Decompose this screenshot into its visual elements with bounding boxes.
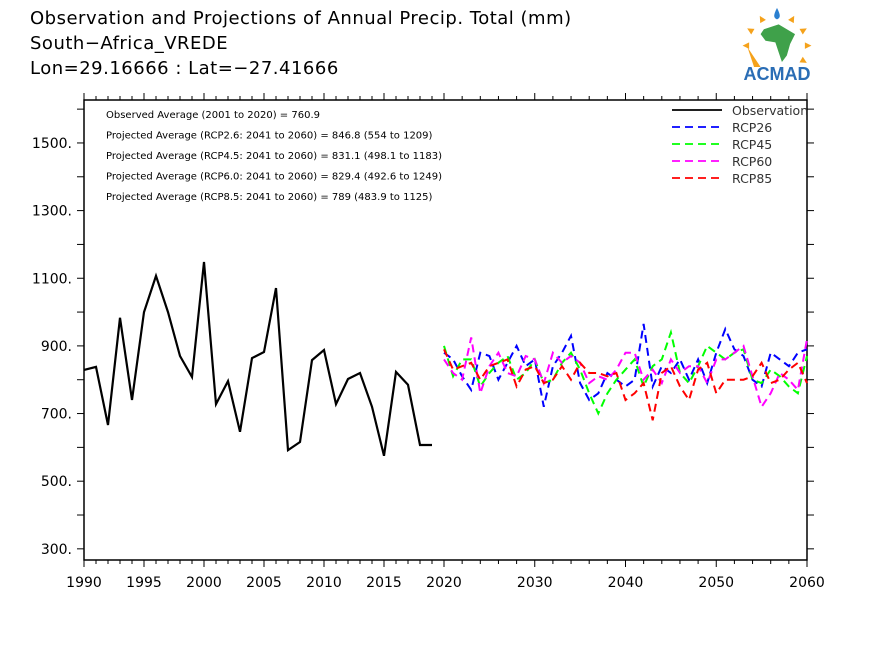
y-tick-label: 1300. (32, 204, 72, 220)
acmad-logo: ACMAD (742, 7, 812, 84)
y-tick-label: 1500. (32, 136, 72, 152)
logo-text: ACMAD (743, 64, 810, 84)
plot-frame (83, 99, 808, 561)
x-tick-label: 2015 (366, 575, 402, 591)
x-tick-label: 2010 (306, 575, 342, 591)
y-tick-label: 300. (41, 542, 72, 558)
annotation-text: Projected Average (RCP4.5: 2041 to 2060)… (106, 151, 442, 162)
x-tick-label: 2060 (789, 575, 825, 591)
x-tick-label: 2030 (517, 575, 553, 591)
annotation-text: Projected Average (RCP2.6: 2041 to 2060)… (106, 131, 433, 142)
x-tick-label: 2050 (698, 575, 734, 591)
legend-label-rcp26: RCP26 (732, 120, 772, 135)
y-tick-label: 900. (41, 339, 72, 355)
y-tick-label: 700. (41, 407, 72, 423)
legend-label-rcp60: RCP60 (732, 154, 772, 169)
series-line-rcp85 (443, 348, 808, 421)
series-line-rcp60 (443, 337, 808, 410)
x-tick-label: 1995 (126, 575, 162, 591)
chart-title-line-3: Lon=29.16666 : Lat=−27.41666 (30, 58, 339, 79)
chart-title-line-1: Observation and Projections of Annual Pr… (30, 8, 572, 29)
series-line-rcp26 (443, 323, 808, 408)
chart-title-line-2: South−Africa_VREDE (30, 33, 229, 54)
series-line-observation (83, 261, 432, 457)
y-tick-label: 500. (41, 474, 72, 490)
x-tick-label: 2005 (246, 575, 282, 591)
x-tick-label: 2040 (608, 575, 644, 591)
legend-label-rcp85: RCP85 (732, 171, 772, 186)
annotation-text: Projected Average (RCP6.0: 2041 to 2060)… (106, 172, 442, 183)
x-tick-label: 1990 (66, 575, 102, 591)
x-tick-label: 2000 (186, 575, 222, 591)
x-tick-label: 2020 (426, 575, 462, 591)
annotation-text: Observed Average (2001 to 2020) = 760.9 (106, 110, 320, 121)
annotation-text: Projected Average (RCP8.5: 2041 to 2060)… (106, 192, 433, 203)
legend-label-observation: Observation (732, 103, 808, 118)
y-tick-label: 1100. (32, 271, 72, 287)
legend-label-rcp45: RCP45 (732, 137, 772, 152)
